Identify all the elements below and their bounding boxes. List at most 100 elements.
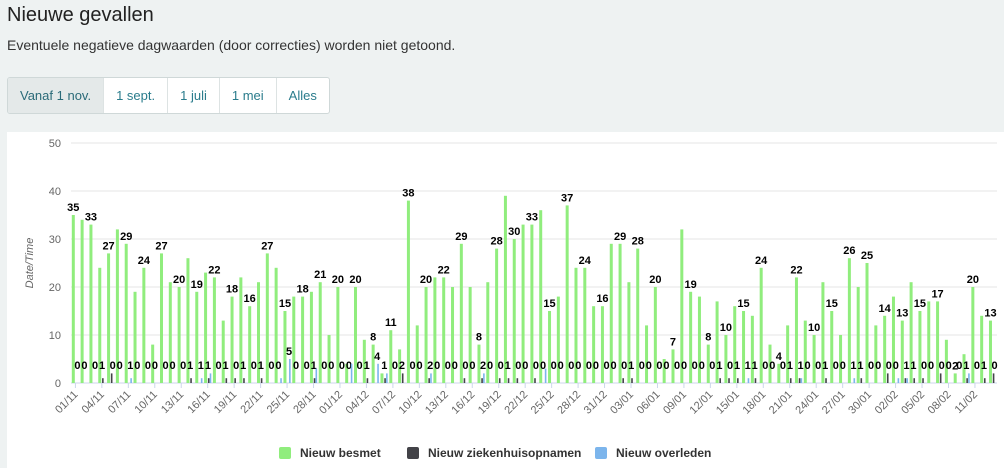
data-label: 20 [649,274,661,286]
data-label: 1 [99,360,105,372]
data-label: 15 [826,298,838,310]
data-label: 15 [543,298,555,310]
x-tick-label: 02/02 [873,389,901,417]
data-label: 26 [843,245,855,257]
title: Nieuwe gevallen [7,4,154,26]
data-label: 22 [208,264,220,276]
range-button[interactable]: 1 juli [168,78,220,113]
y-tick-label: 20 [49,282,61,294]
range-button[interactable]: Vanaf 1 nov. [8,78,105,113]
bar [971,287,975,383]
bar [983,378,986,383]
bar [789,378,792,383]
bar [992,373,995,383]
x-tick-label: 07/11 [106,389,133,416]
bar [115,229,119,383]
range-button[interactable]: 1 mei [220,78,277,113]
bar [922,378,924,383]
data-label: 0 [452,360,458,372]
data-label: 0 [674,360,680,372]
bar [662,359,666,383]
bar [503,195,507,383]
bar [225,378,228,383]
data-label: 0 [956,360,962,372]
data-label: 1 [752,360,758,372]
data-label: 0 [487,360,493,372]
bar [697,296,701,383]
data-label: 0 [469,360,475,372]
bar [883,315,887,383]
bar [750,315,754,383]
legend-item: Nieuw ziekenhuisopnamen [407,446,581,460]
bar [451,287,455,383]
data-label: 0 [699,360,705,372]
bar [102,378,104,383]
bar [110,373,113,383]
data-label: 0 [540,360,546,372]
bar [371,344,375,383]
bar [377,363,379,383]
data-label: 1 [222,360,228,372]
y-tick-label: 30 [49,234,61,246]
bar [962,354,966,383]
bar [380,373,384,383]
data-label: 0 [346,360,352,372]
data-label: 0 [840,360,846,372]
bar [327,335,331,383]
bar [239,277,243,383]
bar [398,349,402,383]
x-tick-label: 25/11 [265,389,292,416]
data-label: 5 [286,346,292,358]
data-label: 0 [498,360,504,372]
data-label: 0 [805,360,811,372]
bar [521,224,525,383]
bar [463,378,466,383]
x-tick-label: 04/11 [80,389,107,416]
bar [622,378,624,383]
bar [248,306,252,383]
legend-swatch [279,447,291,459]
data-label: 1 [716,360,722,372]
bar [177,287,181,383]
bar [953,373,957,383]
bar [292,296,296,383]
bar [430,373,432,383]
data-label: 0 [215,360,221,372]
data-label: 0 [152,360,158,372]
bar [980,315,984,383]
data-label: 1 [311,360,317,372]
bar [107,253,111,383]
bar [257,282,260,383]
bar [719,378,721,383]
data-label: 18 [226,284,238,296]
range-button[interactable]: 1 sept. [104,78,169,113]
bar [386,373,388,383]
bar [865,263,869,383]
bar [544,368,547,383]
bar [856,287,860,383]
data-label: 1 [745,360,751,372]
data-label: 10 [720,322,732,334]
bar [904,378,907,383]
data-label: 4 [374,351,381,363]
bar [234,378,236,383]
data-label: 24 [579,255,592,267]
data-label: 0 [974,360,980,372]
bar [548,311,552,383]
bar [512,239,516,383]
bar [442,277,446,383]
range-button[interactable]: Alles [288,88,317,103]
y-tick-label: 40 [49,186,61,198]
bar [483,373,485,383]
bar [645,325,649,383]
bar [897,378,900,383]
x-tick-label: 15/01 [714,389,742,417]
bar [706,344,710,383]
data-label: 8 [705,332,711,344]
bar [80,219,84,383]
bar [98,267,102,383]
legend-item: Nieuw overleden [595,446,711,460]
data-label: 0 [868,360,874,372]
x-tick-label: 07/12 [370,389,398,417]
